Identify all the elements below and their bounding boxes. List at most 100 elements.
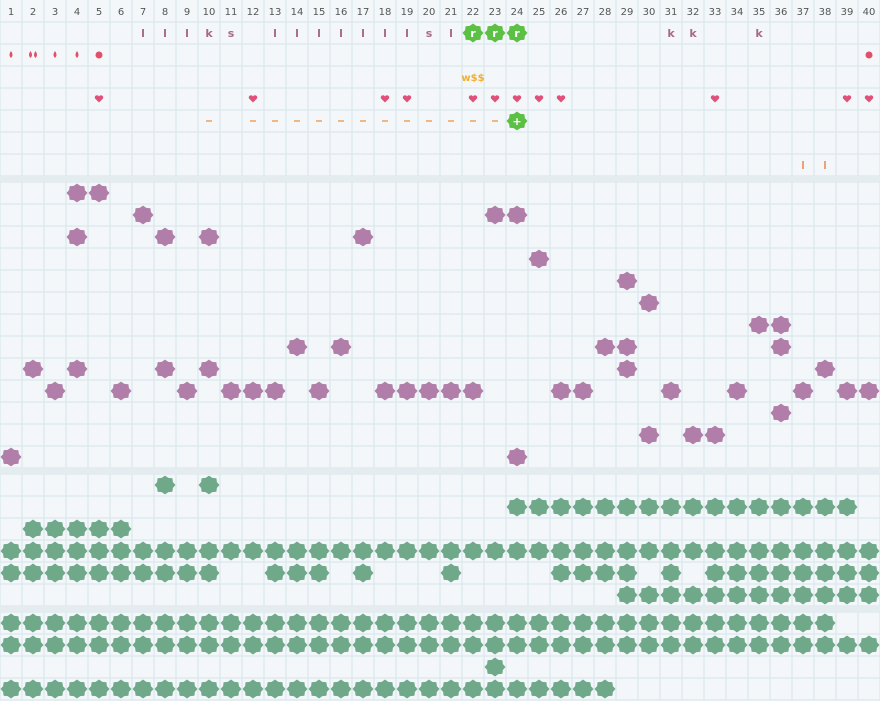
blob: [462, 679, 484, 699]
drop-icon: [53, 51, 57, 58]
blob: [22, 613, 44, 633]
blob: [132, 613, 154, 633]
column-header: 40: [863, 7, 876, 18]
heart-icon: [380, 95, 390, 103]
blob: [748, 541, 770, 561]
blob: [814, 635, 836, 655]
drop-icon: [29, 51, 32, 58]
column-header: 36: [775, 7, 788, 18]
blob: [352, 635, 374, 655]
cell-text: l: [141, 27, 145, 40]
blob: [286, 337, 308, 357]
column-header: 20: [423, 7, 436, 18]
blob: [704, 635, 726, 655]
column-header: 32: [687, 7, 700, 18]
heart-icon: [864, 95, 874, 103]
blob: [440, 381, 462, 401]
blob: [616, 497, 638, 517]
column-header: 3: [52, 7, 58, 18]
blob: [770, 403, 792, 423]
blob: [462, 635, 484, 655]
blob: [44, 519, 66, 539]
blob: [242, 613, 264, 633]
blob: [264, 679, 286, 699]
blob: [462, 23, 484, 43]
blob: [572, 679, 594, 699]
blob: [814, 541, 836, 561]
cell-text: l: [317, 27, 321, 40]
blob: [704, 613, 726, 633]
blob: [66, 563, 88, 583]
blob: [132, 563, 154, 583]
blob: [88, 635, 110, 655]
drop-icon: [34, 51, 37, 58]
blob: [594, 679, 616, 699]
cell-text: w$$: [461, 73, 484, 84]
column-header: 9: [184, 7, 190, 18]
column-header: 21: [445, 7, 458, 18]
blob: [462, 613, 484, 633]
blob: [726, 381, 748, 401]
blob: [770, 541, 792, 561]
blob: [792, 497, 814, 517]
blob: [770, 613, 792, 633]
blob: [330, 679, 352, 699]
blob: [308, 381, 330, 401]
blob: [286, 613, 308, 633]
column-header: 30: [643, 7, 656, 18]
blob: [264, 381, 286, 401]
blob: [704, 425, 726, 445]
blob: [330, 337, 352, 357]
blob: [0, 563, 22, 583]
blob: [418, 613, 440, 633]
blob: [528, 613, 550, 633]
blob: [286, 541, 308, 561]
blob: [506, 111, 528, 131]
blob: [352, 613, 374, 633]
heart-icon: [468, 95, 478, 103]
blob: [418, 541, 440, 561]
heart-icon: [556, 95, 566, 103]
blob: [484, 205, 506, 225]
blob: [638, 293, 660, 313]
blob: [154, 359, 176, 379]
blob: [22, 541, 44, 561]
blob: [176, 679, 198, 699]
blob: [374, 679, 396, 699]
blob: [198, 475, 220, 495]
blob: [770, 315, 792, 335]
blob: [132, 541, 154, 561]
blob: [154, 679, 176, 699]
blob: [44, 381, 66, 401]
blob: [22, 563, 44, 583]
blob: [22, 359, 44, 379]
blob: [836, 563, 858, 583]
cell-text: s: [228, 27, 235, 40]
blob: [198, 679, 220, 699]
blob: [836, 541, 858, 561]
blob: [726, 563, 748, 583]
blob: [726, 585, 748, 605]
column-header: 11: [225, 7, 238, 18]
blob: [0, 613, 22, 633]
column-header: 7: [140, 7, 146, 18]
blob: [616, 613, 638, 633]
column-header: 5: [96, 7, 102, 18]
blob: [44, 541, 66, 561]
blob: [308, 541, 330, 561]
column-header: 16: [335, 7, 348, 18]
blob: [814, 563, 836, 583]
column-header: 19: [401, 7, 414, 18]
blob: [396, 679, 418, 699]
blob: [814, 585, 836, 605]
blob: [814, 613, 836, 633]
blob: [176, 381, 198, 401]
column-header: 10: [203, 7, 216, 18]
blob: [638, 541, 660, 561]
blob: [440, 563, 462, 583]
blob: [66, 541, 88, 561]
blob: [704, 497, 726, 517]
column-header: 6: [118, 7, 124, 18]
blob: [814, 359, 836, 379]
blob: [660, 381, 682, 401]
